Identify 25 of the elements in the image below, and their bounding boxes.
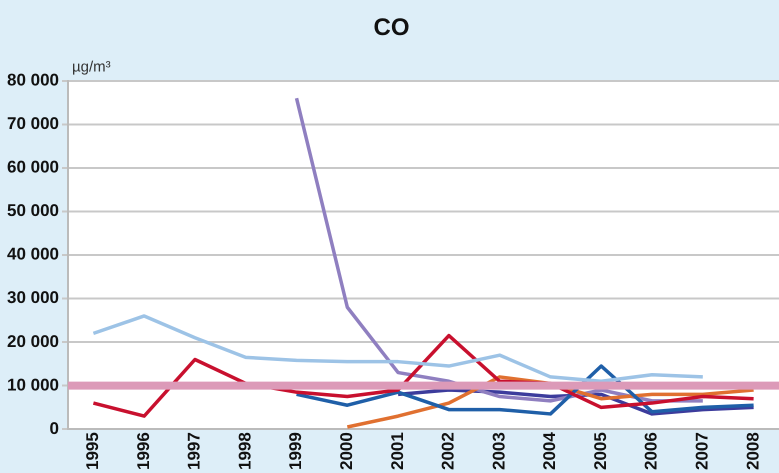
x-tick-label: 1998 [235, 432, 254, 470]
x-tick-label: 2001 [388, 432, 407, 470]
x-tick-label: 1995 [83, 432, 102, 470]
x-tick-label: 2004 [540, 432, 560, 470]
x-tick-label: 2005 [590, 432, 610, 470]
y-tick-label: 40 000 [6, 244, 59, 264]
y-axis-title: µg/m³ [72, 58, 111, 76]
x-tick-label: 2000 [337, 432, 356, 470]
y-tick-label: 60 000 [6, 158, 59, 177]
y-tick-label: 70 000 [6, 114, 59, 134]
chart-title: CO [374, 14, 410, 42]
y-tick-label: 30 000 [6, 288, 59, 308]
y-tick-label: 80 000 [6, 70, 59, 90]
x-tick-label: 2008 [743, 432, 762, 470]
x-tick-label: 1997 [184, 432, 204, 470]
x-tick-label: 2007 [692, 432, 712, 470]
y-tick-label: 10 000 [6, 375, 59, 394]
y-tick-label: 50 000 [6, 201, 59, 220]
y-tick-label: 20 000 [6, 332, 59, 351]
x-tick-label: 2003 [489, 432, 508, 470]
x-tick-label: 2002 [438, 432, 458, 470]
x-tick-label: 1996 [134, 432, 153, 470]
x-tick-label: 1999 [286, 432, 306, 470]
x-tick-label: 2006 [642, 432, 661, 470]
y-tick-label: 0 [50, 418, 59, 438]
